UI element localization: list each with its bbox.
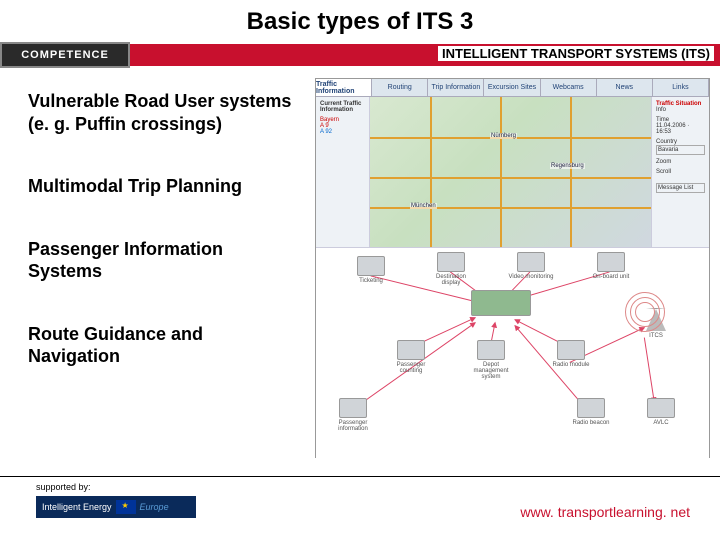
map-tab: Links [653, 79, 709, 96]
illustration-panel: Traffic Information Routing Trip Informa… [315, 78, 710, 458]
panel-value: Bavaria [656, 145, 705, 155]
city-label: München [410, 203, 437, 209]
panel-label: Scroll [656, 169, 705, 175]
diagram-bus [466, 290, 536, 318]
diagram-node: Ticketing [346, 256, 396, 284]
map-tabs: Traffic Information Routing Trip Informa… [316, 79, 709, 97]
badge-main-text: Intelligent Energy [42, 502, 112, 512]
diagram-node: AVLC [636, 398, 686, 426]
map-right-panel: Traffic Situation Info Time 11.04.2006 ·… [651, 97, 709, 247]
panel-value: 11.04.2006 · 16:53 [656, 123, 705, 135]
slide-subtitle: INTELLIGENT TRANSPORT SYSTEMS (ITS) [438, 46, 714, 61]
map-body: Current Traffic Information Bayern A 9 A… [316, 97, 709, 247]
bullet-item: Multimodal Trip Planning [28, 175, 298, 198]
diagram-node: On-board unit [586, 252, 636, 280]
panel-value: Message List [656, 183, 705, 193]
diagram-node: Video monitoring [506, 252, 556, 280]
eu-flag-icon [116, 500, 136, 514]
map-tab: Trip Information [428, 79, 484, 96]
slide-title: Basic types of ITS 3 [0, 8, 720, 36]
panel-label: Info [656, 107, 705, 113]
diagram-node-tower: ITCS [631, 308, 681, 339]
city-label: Regensburg [550, 163, 585, 169]
slide: Basic types of ITS 3 COMPETENCE INTELLIG… [0, 0, 720, 540]
diagram-node: Passenger information [328, 398, 378, 432]
bullet-item: Route Guidance and Navigation [28, 323, 298, 368]
map-canvas: Nürnberg München Regensburg [370, 97, 651, 247]
map-tab: Routing [372, 79, 428, 96]
map-tab: Traffic Information [316, 79, 372, 96]
intelligent-energy-badge: Intelligent Energy Europe [36, 496, 196, 518]
footer-url: www. transportlearning. net [520, 504, 690, 520]
map-tab: Excursion Sites [484, 79, 540, 96]
diagram-node: Depot management system [466, 340, 516, 380]
bullet-item: Vulnerable Road User systems (e. g. Puff… [28, 90, 298, 135]
supported-by-label: supported by: [36, 482, 91, 492]
map-tab: Webcams [541, 79, 597, 96]
map-left-panel: Current Traffic Information Bayern A 9 A… [316, 97, 370, 247]
diagram-node: Passenger counting [386, 340, 436, 374]
panel-item: A 92 [320, 129, 365, 135]
diagram-node: Radio beacon [566, 398, 616, 426]
bullet-list: Vulnerable Road User systems (e. g. Puff… [28, 90, 298, 408]
diagram-node: Destination display [426, 252, 476, 286]
its-diagram: Ticketing Destination display Video moni… [316, 247, 709, 459]
city-label: Nürnberg [490, 133, 517, 139]
panel-label: Zoom [656, 159, 705, 165]
badge-sub-text: Europe [140, 502, 169, 512]
panel-heading: Current Traffic Information [320, 101, 365, 113]
competence-badge: COMPETENCE [0, 42, 130, 68]
footer-divider [0, 476, 720, 477]
map-tab: News [597, 79, 653, 96]
bullet-item: Passenger Information Systems [28, 238, 298, 283]
diagram-node: Radio module [546, 340, 596, 368]
